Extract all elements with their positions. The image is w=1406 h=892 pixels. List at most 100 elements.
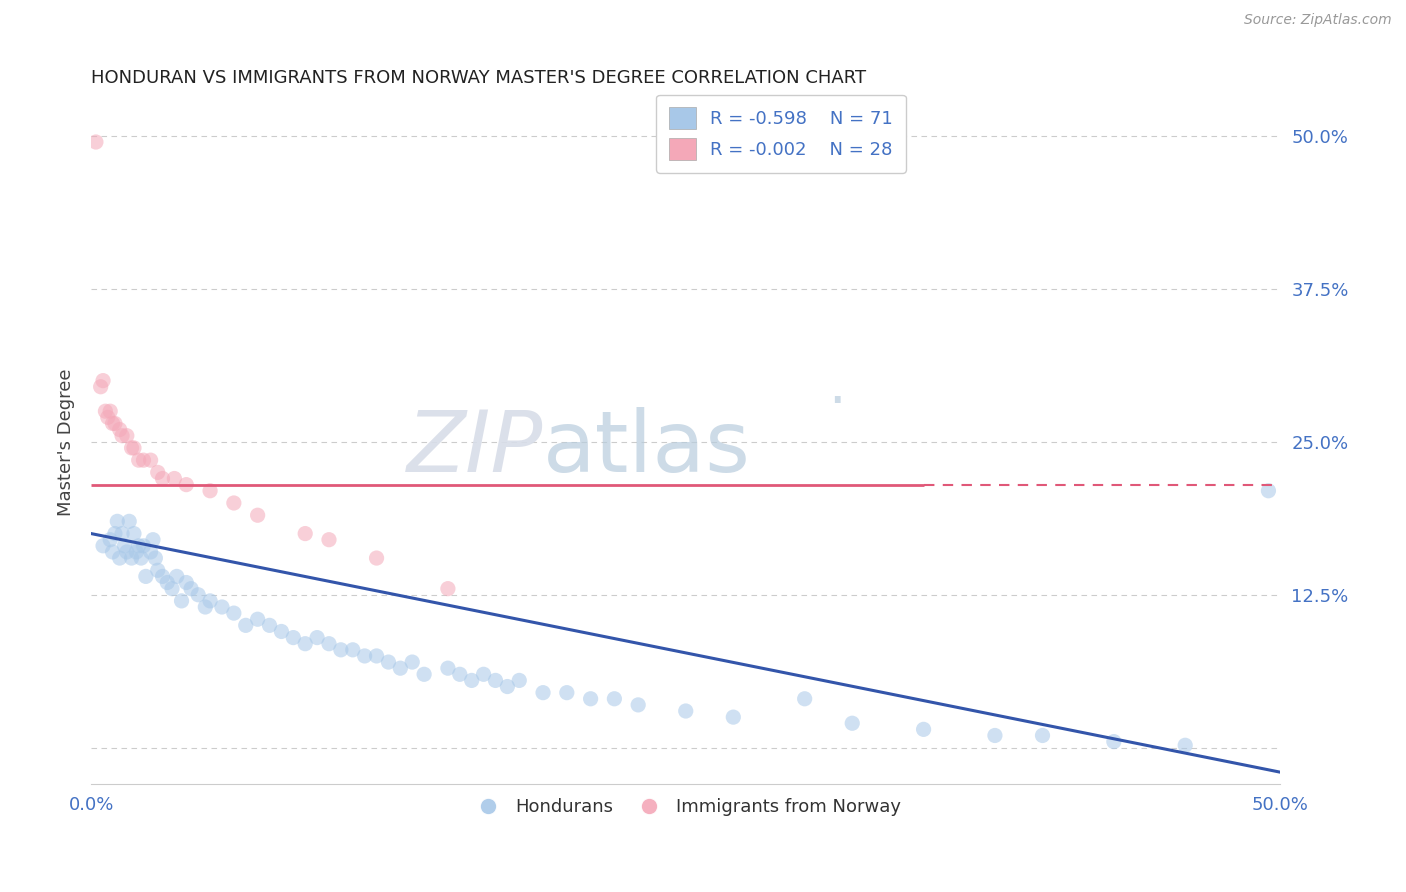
Point [132,453,155,467]
Point [194,599,217,614]
Point [307,631,329,645]
Point [1031,729,1053,743]
Point [139,545,162,559]
Point [152,471,174,485]
Point [128,539,150,553]
Point [132,539,155,553]
Point [675,704,697,718]
Point [294,526,316,541]
Point [104,526,127,541]
Point [603,691,626,706]
Point [97,410,120,425]
Point [160,582,183,596]
Point [413,667,436,681]
Point [318,533,340,547]
Point [329,643,352,657]
Point [180,582,202,596]
Point [174,575,197,590]
Point [270,624,292,639]
Point [283,631,305,645]
Point [222,606,245,620]
Point [555,686,578,700]
Point [122,441,145,455]
Point [246,612,269,626]
Point [121,551,143,566]
Point [211,599,233,614]
Legend: Hondurans, Immigrants from Norway: Hondurans, Immigrants from Norway [463,791,908,823]
Point [793,691,815,706]
Point [259,618,281,632]
Point [146,466,169,480]
Point [579,691,602,706]
Point [104,417,127,431]
Point [142,533,165,547]
Point [318,637,340,651]
Point [174,477,197,491]
Point [145,551,167,566]
Point [484,673,506,688]
Point [460,673,482,688]
Point [912,723,935,737]
Point [366,648,388,663]
Text: Source: ZipAtlas.com: Source: ZipAtlas.com [1244,13,1392,28]
Point [366,551,388,566]
Point [115,428,138,442]
Point [472,667,495,681]
Point [90,380,112,394]
Text: atlas: atlas [543,407,751,491]
Point [187,588,209,602]
Point [389,661,412,675]
Point [246,508,269,523]
Point [377,655,399,669]
Point [1102,734,1125,748]
Point [94,404,117,418]
Point [1174,739,1197,753]
Point [108,551,131,566]
Point [125,545,148,559]
Point [121,441,143,455]
Point [98,404,121,418]
Point [437,582,460,596]
Point [342,643,364,657]
Point [122,526,145,541]
Point [496,680,519,694]
Point [401,655,423,669]
Point [91,374,114,388]
Text: HONDURAN VS IMMIGRANTS FROM NORWAY MASTER'S DEGREE CORRELATION CHART: HONDURAN VS IMMIGRANTS FROM NORWAY MASTE… [91,69,866,87]
Point [129,551,152,566]
Point [101,545,124,559]
Point [135,569,157,583]
Point [984,729,1007,743]
Point [84,135,107,149]
Point [91,539,114,553]
Y-axis label: Master's Degree: Master's Degree [58,368,75,516]
Point [115,545,138,559]
Point [111,428,134,442]
Point [198,483,221,498]
Point [627,698,650,712]
Point [353,648,375,663]
Point [156,575,179,590]
Point [108,423,131,437]
Point [105,514,128,528]
Point [222,496,245,510]
Point [128,453,150,467]
Point [235,618,257,632]
Point [1257,483,1279,498]
Point [437,661,460,675]
Text: ·: · [828,377,846,431]
Point [114,539,136,553]
Point [294,637,316,651]
Point [101,417,124,431]
Point [166,569,188,583]
Point [508,673,530,688]
Point [531,686,554,700]
Point [170,594,193,608]
Point [163,471,186,485]
Point [841,716,863,731]
Point [146,563,169,577]
Point [723,710,745,724]
Point [98,533,121,547]
Text: ZIP: ZIP [406,407,543,491]
Point [111,526,134,541]
